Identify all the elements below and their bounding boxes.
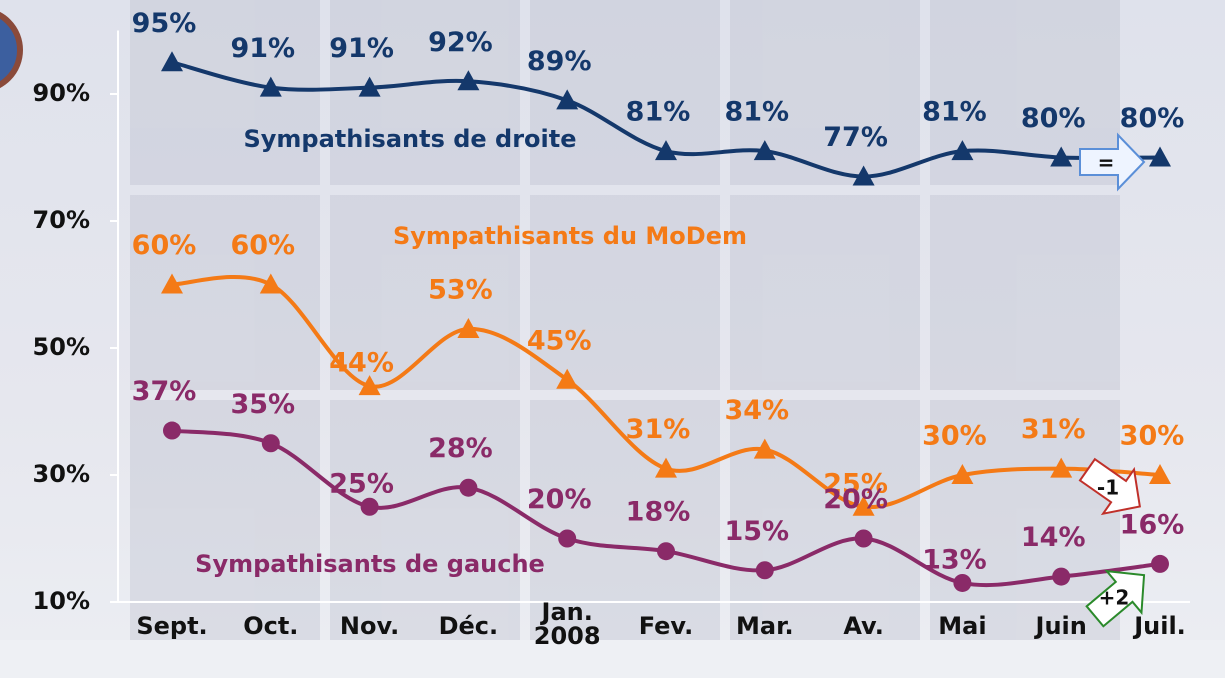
marker (260, 274, 282, 294)
marker (657, 542, 675, 560)
x-tick-label: Mar. (715, 614, 815, 638)
data-label: 28% (428, 433, 493, 464)
data-label: 81% (626, 97, 691, 128)
chart: 10% 30% 50% 70% 90% 95% 91% 91% 92% 89% 81% 81% 77% 8… (0, 0, 1225, 678)
data-label: 89% (527, 46, 592, 77)
series-name: Sympathisants de droite (243, 125, 576, 153)
change-label: = (1098, 151, 1115, 175)
data-label: 30% (922, 421, 987, 452)
x-tick-label: Déc. (418, 614, 518, 638)
x-tick-label: Jan. 2008 (517, 600, 617, 648)
data-label: 60% (132, 230, 197, 261)
data-label: 20% (823, 484, 888, 515)
marker (1052, 568, 1070, 586)
data-label: 34% (724, 395, 789, 426)
change-label: +2 (1099, 586, 1130, 610)
data-label: 92% (428, 27, 493, 58)
marker (558, 530, 576, 548)
data-label: 81% (922, 97, 987, 128)
data-label: 16% (1120, 509, 1185, 540)
marker (855, 530, 873, 548)
x-tick-label: Nov. (320, 614, 420, 638)
data-label: 80% (1120, 103, 1185, 134)
data-label: 45% (527, 325, 592, 356)
data-label: 30% (1120, 421, 1185, 452)
marker (459, 479, 477, 497)
series-name: Sympathisants de gauche (195, 550, 545, 578)
data-label: 15% (724, 516, 789, 547)
y-tick-label: 90% (33, 79, 90, 107)
marker (262, 434, 280, 452)
data-label: 91% (329, 33, 394, 64)
data-label: 31% (1021, 414, 1086, 445)
y-tick-label: 30% (33, 460, 90, 488)
marker (1151, 555, 1169, 573)
data-label: 77% (823, 122, 888, 153)
y-tick-label: 50% (33, 333, 90, 361)
y-tick-label: 70% (33, 206, 90, 234)
data-label: 81% (724, 97, 789, 128)
series-name: Sympathisants du MoDem (393, 222, 747, 250)
change-label: -1 (1097, 476, 1119, 500)
data-label: 13% (922, 544, 987, 575)
data-label: 35% (230, 389, 295, 420)
marker (953, 574, 971, 592)
marker (161, 51, 183, 71)
data-label: 25% (329, 468, 394, 499)
data-label: 91% (230, 33, 295, 64)
data-label: 14% (1021, 522, 1086, 553)
x-tick-label: Mai (912, 614, 1012, 638)
x-tick-label: Juin (1011, 614, 1111, 638)
data-label: 60% (230, 230, 295, 261)
x-tick-label: Av. (814, 614, 914, 638)
data-label: 31% (626, 414, 691, 445)
data-label: 18% (626, 497, 691, 528)
data-label: 20% (527, 484, 592, 515)
data-label: 80% (1021, 103, 1086, 134)
x-tick-label: Oct. (221, 614, 321, 638)
data-label: 44% (329, 348, 394, 379)
data-label: 37% (132, 376, 197, 407)
x-tick-label: Fev. (616, 614, 716, 638)
y-tick-label: 10% (33, 587, 90, 615)
x-tick-label: Juil. (1110, 614, 1210, 638)
x-tick-label: Sept. (122, 614, 222, 638)
plot: 10% 30% 50% 70% 90% 95% 91% 91% 92% 89% 81% 81% 77% 8… (0, 0, 1225, 678)
marker (163, 422, 181, 440)
data-label: 95% (132, 8, 197, 39)
marker (655, 458, 677, 478)
data-label: 53% (428, 274, 493, 305)
marker (756, 561, 774, 579)
marker (361, 498, 379, 516)
